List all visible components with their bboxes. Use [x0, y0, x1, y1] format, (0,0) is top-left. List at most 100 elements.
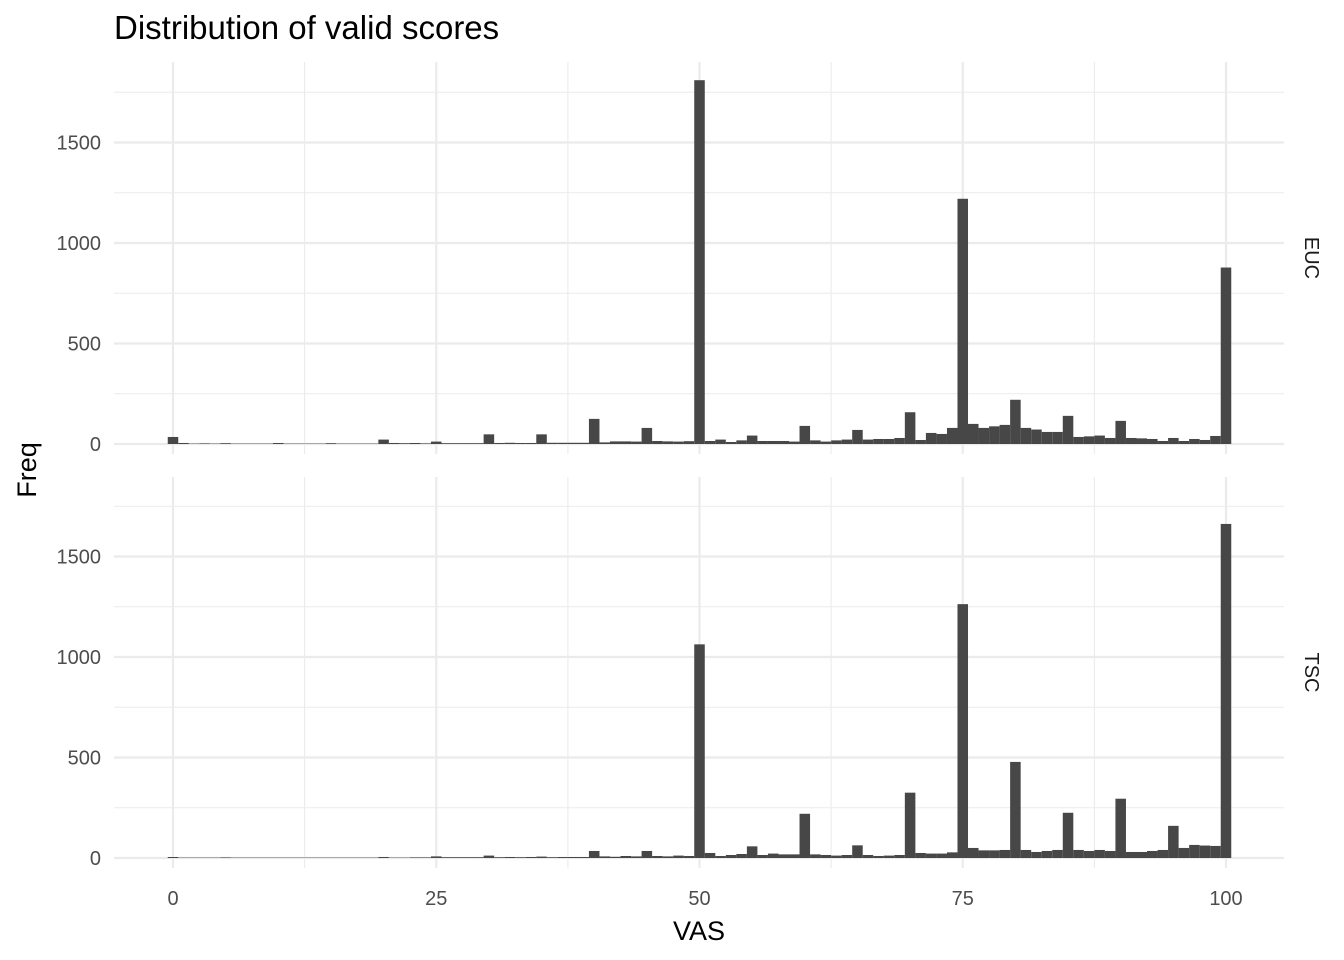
- y-tick-label: 500: [68, 748, 101, 770]
- chart-title: Distribution of valid scores: [114, 9, 499, 46]
- histogram-bar: [504, 857, 516, 858]
- histogram-bar: [704, 440, 716, 444]
- histogram-bar: [483, 434, 495, 444]
- histogram-bar: [178, 443, 189, 444]
- histogram-bar: [494, 857, 505, 858]
- histogram-bar: [567, 442, 579, 444]
- histogram-bar: [1031, 851, 1042, 858]
- histogram-bar: [462, 857, 474, 858]
- histogram-bar: [1020, 849, 1032, 858]
- histogram-bar: [894, 854, 905, 858]
- histogram-bar: [546, 857, 558, 858]
- histogram-bar: [1083, 850, 1095, 858]
- histogram-bar: [746, 846, 758, 858]
- histogram-bar: [525, 857, 537, 858]
- histogram-bar: [1147, 850, 1158, 858]
- histogram-bar: [946, 427, 958, 444]
- histogram-bar: [715, 439, 726, 444]
- histogram-bar: [1052, 849, 1063, 858]
- histogram-bar: [430, 856, 442, 858]
- histogram-bar: [715, 855, 726, 858]
- histogram-bar: [199, 443, 210, 444]
- histogram-bar: [1199, 845, 1211, 858]
- histogram-bar: [1073, 436, 1084, 444]
- histogram-bar: [1031, 429, 1042, 444]
- histogram-bar: [1041, 850, 1053, 858]
- y-axis-title: Freq: [12, 442, 42, 498]
- histogram-bar: [420, 443, 431, 444]
- histogram-bar: [683, 855, 695, 858]
- histogram-bar: [778, 440, 790, 444]
- histogram-bar: [957, 604, 969, 858]
- histogram-bar: [1178, 440, 1190, 444]
- histogram-bar: [167, 857, 179, 858]
- histogram-bar: [1125, 437, 1137, 444]
- facet-strip-label: EUC: [1300, 237, 1322, 279]
- histogram-bar: [1094, 849, 1105, 858]
- histogram-bar: [1010, 761, 1021, 858]
- histogram-bar: [736, 853, 747, 858]
- histogram-bar: [641, 850, 653, 858]
- histogram-bar: [631, 856, 642, 858]
- histogram-bar: [1147, 438, 1158, 444]
- histogram-bar: [820, 441, 832, 444]
- y-tick-label: 0: [90, 434, 101, 456]
- histogram-bar: [946, 852, 958, 858]
- histogram-bar: [1136, 851, 1148, 858]
- histogram-bar: [599, 442, 610, 444]
- histogram-bar: [925, 853, 937, 858]
- histogram-bar: [409, 443, 421, 444]
- histogram-bar: [725, 441, 737, 444]
- histogram-bar: [652, 440, 663, 444]
- histogram-bar: [936, 433, 947, 444]
- histogram-bar: [789, 441, 800, 444]
- histogram-bar: [325, 443, 337, 444]
- histogram-bar: [1210, 435, 1221, 444]
- histogram-bar: [420, 857, 431, 858]
- histogram-bar: [862, 854, 874, 858]
- histogram-bar: [1020, 427, 1032, 444]
- histogram-bar: [1178, 847, 1190, 858]
- histogram-bar: [409, 857, 421, 858]
- histogram-bar: [810, 440, 821, 444]
- histogram-bar: [841, 439, 853, 444]
- histogram-bar: [989, 426, 1000, 444]
- histogram-bar: [873, 855, 884, 858]
- histogram-bar: [1104, 437, 1116, 444]
- histogram-bar: [673, 441, 684, 444]
- histogram-bar: [1210, 845, 1221, 858]
- histogram-bar: [1062, 415, 1074, 444]
- histogram-bar: [631, 441, 642, 444]
- histogram-bar: [757, 854, 768, 858]
- histogram-bar: [620, 855, 632, 858]
- histogram-bar: [641, 427, 653, 444]
- histogram-bar: [462, 443, 474, 444]
- histogram-bar: [167, 436, 179, 444]
- histogram-bar: [968, 847, 979, 858]
- histogram-bar: [1115, 798, 1126, 858]
- histogram-bar: [662, 856, 674, 858]
- histogram-bar: [504, 442, 516, 444]
- histogram-bar: [483, 855, 495, 858]
- x-tick-label: 75: [952, 888, 974, 910]
- x-axis-title: VAS: [673, 916, 725, 946]
- histogram-bar: [578, 442, 589, 444]
- histogram-bar: [1052, 431, 1063, 444]
- histogram-bar: [810, 854, 821, 858]
- histogram-bar: [989, 850, 1000, 858]
- histogram-bar: [999, 424, 1011, 444]
- histogram-bar: [536, 856, 547, 858]
- histogram-bar: [399, 443, 410, 444]
- histogram-bar: [557, 442, 568, 444]
- histogram-bar: [894, 437, 905, 444]
- histogram-bar: [1220, 267, 1232, 444]
- histogram-bar: [694, 80, 705, 444]
- histogram-bar: [452, 857, 463, 858]
- histogram-bar: [978, 427, 990, 444]
- histogram-bar: [1136, 438, 1148, 444]
- histogram-bar: [588, 418, 600, 445]
- histogram-bar: [662, 441, 674, 444]
- histogram-bar: [1041, 431, 1053, 444]
- facet-strip-label: TSC: [1300, 653, 1322, 693]
